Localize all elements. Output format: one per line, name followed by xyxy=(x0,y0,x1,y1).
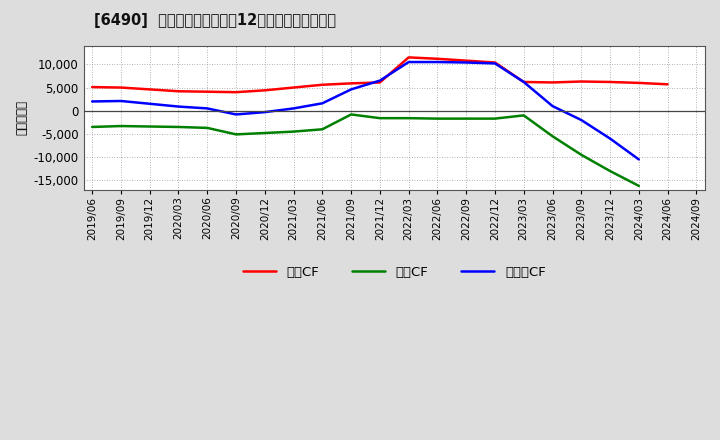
フリーCF xyxy=(318,101,327,106)
投資CF xyxy=(289,129,298,134)
営業CF xyxy=(203,89,212,94)
投資CF xyxy=(376,116,384,121)
フリーCF xyxy=(462,60,470,65)
フリーCF xyxy=(405,59,413,65)
営業CF xyxy=(88,84,96,90)
Text: [6490]  キャッシュフローの12か月移動合計の推移: [6490] キャッシュフローの12か月移動合計の推移 xyxy=(94,13,336,28)
投資CF xyxy=(203,125,212,131)
営業CF xyxy=(376,80,384,85)
フリーCF xyxy=(232,112,240,117)
投資CF xyxy=(88,125,96,130)
営業CF xyxy=(663,82,672,87)
投資CF xyxy=(433,116,442,121)
Line: フリーCF: フリーCF xyxy=(92,62,639,159)
投資CF xyxy=(519,113,528,118)
営業CF xyxy=(117,85,125,90)
フリーCF xyxy=(548,103,557,109)
営業CF xyxy=(318,82,327,88)
投資CF xyxy=(490,116,499,121)
営業CF xyxy=(634,80,643,85)
営業CF xyxy=(174,88,183,94)
営業CF xyxy=(145,87,154,92)
フリーCF xyxy=(577,117,585,123)
営業CF xyxy=(347,81,356,86)
フリーCF xyxy=(289,106,298,111)
Legend: 営業CF, 投資CF, フリーCF: 営業CF, 投資CF, フリーCF xyxy=(238,261,551,284)
営業CF xyxy=(433,56,442,62)
フリーCF xyxy=(174,104,183,109)
営業CF xyxy=(519,79,528,84)
営業CF xyxy=(405,55,413,60)
投資CF xyxy=(577,152,585,158)
フリーCF xyxy=(117,99,125,104)
投資CF xyxy=(232,132,240,137)
投資CF xyxy=(174,125,183,130)
営業CF xyxy=(462,58,470,63)
フリーCF xyxy=(145,101,154,106)
フリーCF xyxy=(634,157,643,162)
フリーCF xyxy=(490,61,499,66)
Line: 営業CF: 営業CF xyxy=(92,57,667,92)
営業CF xyxy=(289,85,298,90)
営業CF xyxy=(261,88,269,93)
営業CF xyxy=(606,79,614,84)
フリーCF xyxy=(519,79,528,84)
フリーCF xyxy=(88,99,96,104)
営業CF xyxy=(548,80,557,85)
営業CF xyxy=(232,90,240,95)
投資CF xyxy=(462,116,470,121)
投資CF xyxy=(318,127,327,132)
営業CF xyxy=(490,60,499,65)
投資CF xyxy=(634,183,643,188)
フリーCF xyxy=(606,136,614,141)
投資CF xyxy=(405,116,413,121)
投資CF xyxy=(117,123,125,128)
投資CF xyxy=(606,169,614,174)
投資CF xyxy=(261,130,269,136)
投資CF xyxy=(145,124,154,129)
フリーCF xyxy=(376,78,384,83)
Line: 投資CF: 投資CF xyxy=(92,114,639,186)
投資CF xyxy=(548,134,557,139)
フリーCF xyxy=(261,110,269,115)
フリーCF xyxy=(347,87,356,92)
営業CF xyxy=(577,79,585,84)
フリーCF xyxy=(433,59,442,65)
フリーCF xyxy=(203,106,212,111)
Y-axis label: （百万円）: （百万円） xyxy=(15,100,28,135)
投資CF xyxy=(347,112,356,117)
